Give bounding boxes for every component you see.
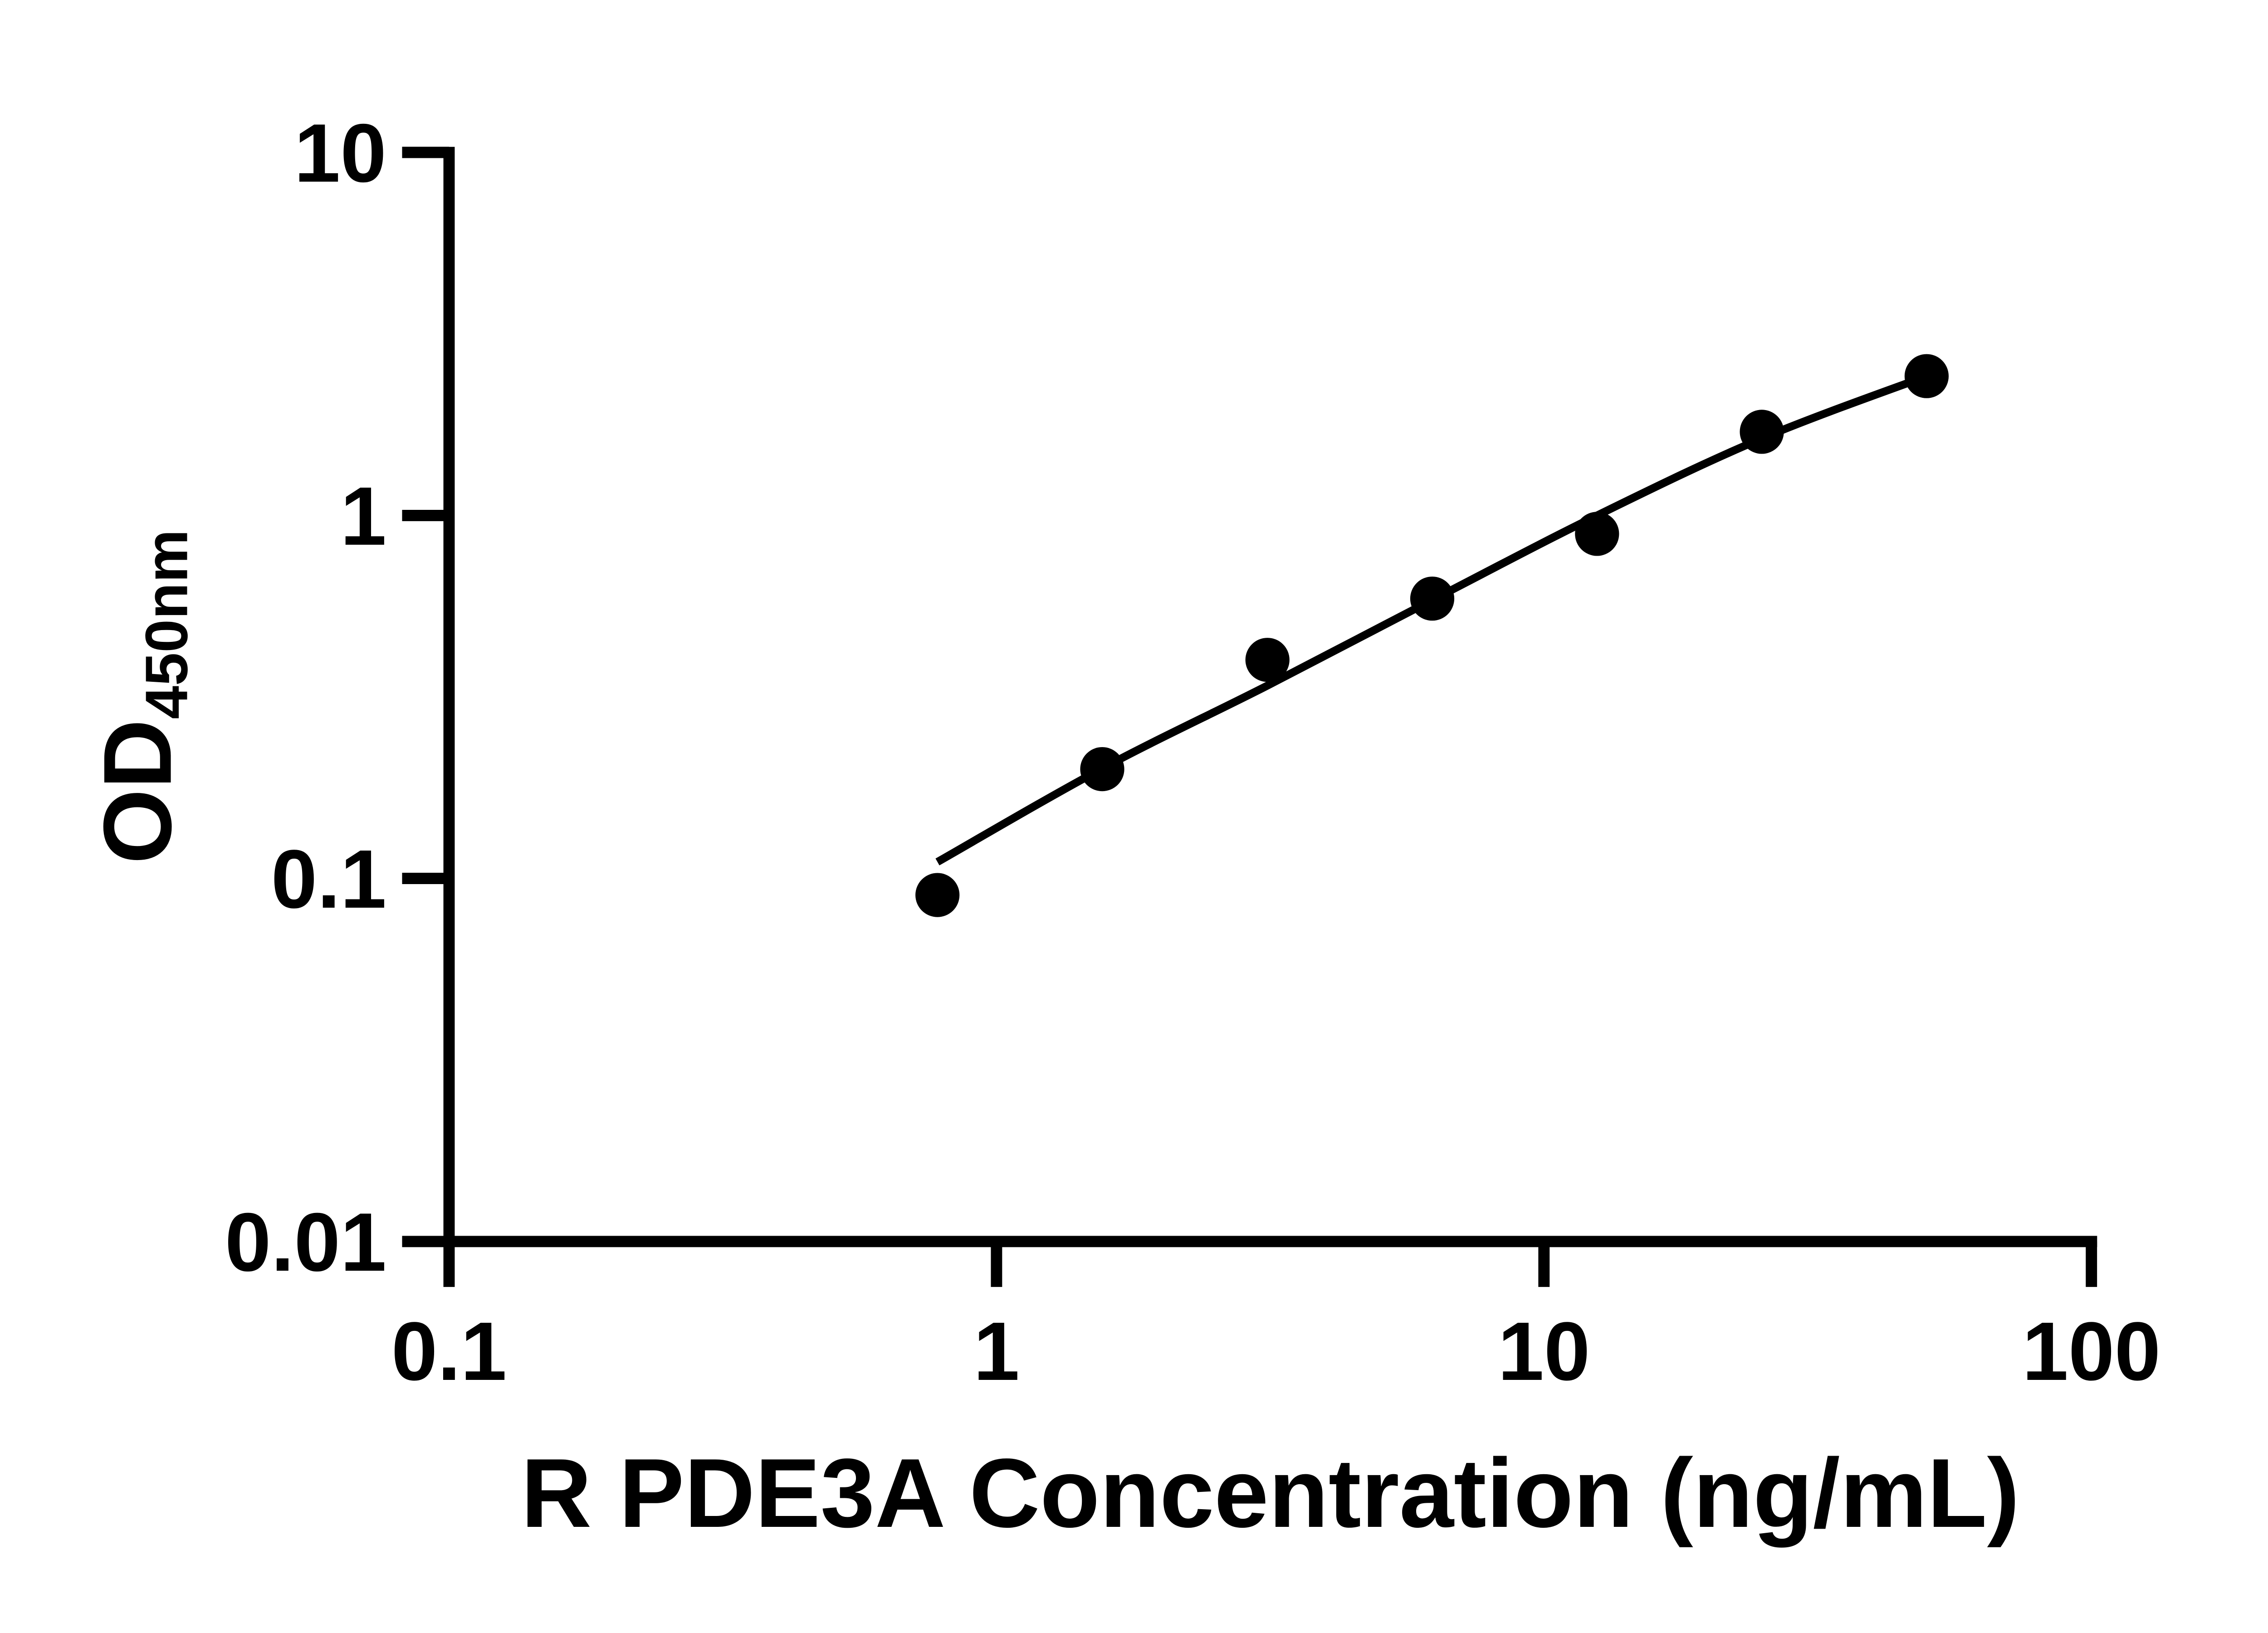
y-axis-title-subscript: 450nm [133, 529, 200, 719]
data-point [915, 873, 960, 917]
data-point [1410, 577, 1455, 621]
y-tick-label: 10 [294, 107, 386, 200]
x-tick-label: 100 [2022, 1305, 2160, 1398]
axes [443, 147, 2097, 1247]
x-axis-title: R PDE3A Concentration (ng/mL) [521, 1438, 2019, 1548]
data-points [915, 354, 1949, 917]
y-tick-label: 1 [340, 469, 386, 562]
x-tick-label: 0.1 [391, 1305, 507, 1398]
y-tick-label: 0.1 [271, 832, 386, 925]
y-axis-title: OD450nm [84, 529, 200, 864]
data-point [1080, 747, 1124, 792]
data-point [1740, 410, 1784, 454]
x-tick-label: 10 [1498, 1305, 1590, 1398]
x-tick-label: 1 [973, 1305, 1020, 1398]
data-point [1575, 512, 1619, 556]
y-axis-title-main: OD [84, 719, 192, 864]
data-point [1904, 354, 1949, 398]
axis-ticks [402, 147, 2097, 1287]
y-tick-label: 0.01 [225, 1195, 386, 1288]
data-point [1245, 638, 1290, 682]
